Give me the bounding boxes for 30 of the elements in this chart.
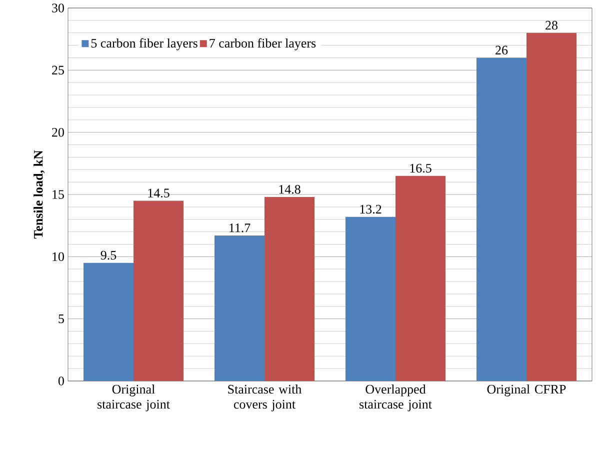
y-tick-label: 0 (58, 376, 64, 386)
x-tick-label: Staircase with covers joint (228, 384, 302, 412)
bar (476, 58, 526, 381)
y-axis-title: Tensile load, kN (34, 150, 45, 239)
data-label: 9.5 (100, 250, 116, 260)
y-tick-label: 15 (52, 190, 64, 199)
data-label: 11.7 (230, 224, 250, 232)
data-label: 16.5 (410, 164, 432, 173)
bar (84, 262, 134, 381)
bar (396, 176, 446, 381)
y-tick-label: 30 (52, 4, 64, 12)
bar (134, 200, 184, 381)
y-tick-label: 5 (58, 314, 64, 324)
data-label: 28 (546, 20, 558, 30)
x-tick-label: Overlapped staircase joint (360, 384, 432, 412)
bar (214, 236, 265, 381)
y-tick-label: 20 (52, 128, 64, 137)
legend-label: 5 carbon fiber layers (91, 38, 198, 50)
x-tick-label: Original CFRP (487, 384, 566, 396)
y-tick-label: 10 (52, 252, 64, 262)
data-label: 26 (496, 46, 508, 55)
x-tick-label: Original staircase joint (98, 384, 170, 412)
y-tick-label: 25 (52, 66, 64, 75)
legend-label: 7 carbon fiber layers (210, 38, 316, 50)
data-label: 14.8 (279, 184, 300, 194)
bar (264, 196, 314, 381)
bar (346, 216, 396, 381)
bar (526, 32, 576, 381)
data-label: 14.5 (148, 188, 170, 198)
data-label: 13.2 (360, 204, 382, 214)
